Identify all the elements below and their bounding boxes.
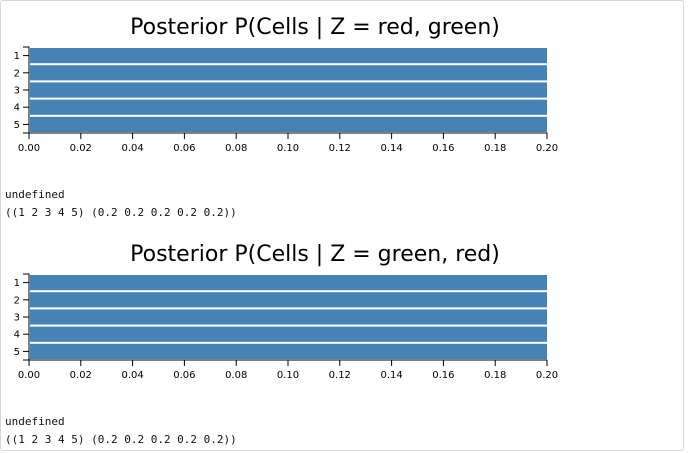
x-tick-label: 0.06 bbox=[173, 370, 195, 381]
y-tick-label: 4 bbox=[14, 330, 20, 341]
x-tick-label: 0.00 bbox=[18, 143, 40, 154]
x-tick-label: 0.18 bbox=[484, 143, 506, 154]
x-tick-label: 0.20 bbox=[536, 143, 558, 154]
x-tick-label: 0.16 bbox=[432, 143, 454, 154]
y-tick-label: 1 bbox=[14, 278, 20, 289]
x-tick-label: 0.18 bbox=[484, 370, 506, 381]
bar-4 bbox=[30, 99, 547, 115]
output-result-1: undefined bbox=[5, 188, 65, 201]
bar-1 bbox=[30, 48, 547, 64]
bar-chart-1: Posterior P(Cells | Z = red, green) 1 2 3 4 5… bbox=[14, 15, 559, 154]
x-tick-label: 0.14 bbox=[380, 143, 402, 154]
x-tick-label: 0.08 bbox=[225, 370, 247, 381]
y-tick-label: 2 bbox=[14, 68, 20, 79]
chart-cell-2: Posterior P(Cells | Z = green, red) 1 2 3 4 5… bbox=[1, 228, 685, 452]
x-tick-label: 0.14 bbox=[380, 370, 402, 381]
x-tick-label: 0.12 bbox=[329, 370, 351, 381]
x-tick-label: 0.10 bbox=[277, 370, 299, 381]
bar-3 bbox=[30, 309, 547, 325]
y-tick-label: 5 bbox=[14, 120, 20, 131]
bar-2 bbox=[30, 292, 547, 308]
x-tick-label: 0.10 bbox=[277, 143, 299, 154]
y-tick-label: 3 bbox=[14, 86, 20, 97]
x-tick-label: 0.08 bbox=[225, 143, 247, 154]
bar-4 bbox=[30, 326, 547, 342]
bar-3 bbox=[30, 82, 547, 98]
bar-1 bbox=[30, 275, 547, 291]
bar-2 bbox=[30, 65, 547, 81]
bar-5 bbox=[30, 343, 547, 359]
x-tick-label: 0.02 bbox=[70, 370, 92, 381]
bar-5 bbox=[30, 116, 547, 132]
x-tick-label: 0.04 bbox=[121, 143, 143, 154]
x-tick-label: 0.00 bbox=[18, 370, 40, 381]
output-result-2: undefined bbox=[5, 415, 65, 428]
chart-cell-1: Posterior P(Cells | Z = red, green) 1 2 3 4 5… bbox=[1, 1, 685, 229]
y-tick-label: 4 bbox=[14, 103, 20, 114]
output-value-1: ((1 2 3 4 5) (0.2 0.2 0.2 0.2 0.2)) bbox=[5, 206, 237, 219]
y-tick-label: 1 bbox=[14, 51, 20, 62]
x-tick-label: 0.20 bbox=[536, 370, 558, 381]
x-tick-label: 0.06 bbox=[173, 143, 195, 154]
bar-chart-2: Posterior P(Cells | Z = green, red) 1 2 3 4 5… bbox=[14, 242, 559, 381]
y-tick-label: 2 bbox=[14, 295, 20, 306]
y-tick-label: 5 bbox=[14, 347, 20, 358]
chart-title: Posterior P(Cells | Z = green, red) bbox=[130, 242, 500, 267]
x-tick-label: 0.12 bbox=[329, 143, 351, 154]
chart-title: Posterior P(Cells | Z = red, green) bbox=[130, 15, 500, 40]
output-value-2: ((1 2 3 4 5) (0.2 0.2 0.2 0.2 0.2)) bbox=[5, 433, 237, 446]
x-tick-label: 0.16 bbox=[432, 370, 454, 381]
x-tick-label: 0.04 bbox=[121, 370, 143, 381]
y-tick-label: 3 bbox=[14, 313, 20, 324]
x-tick-label: 0.02 bbox=[70, 143, 92, 154]
